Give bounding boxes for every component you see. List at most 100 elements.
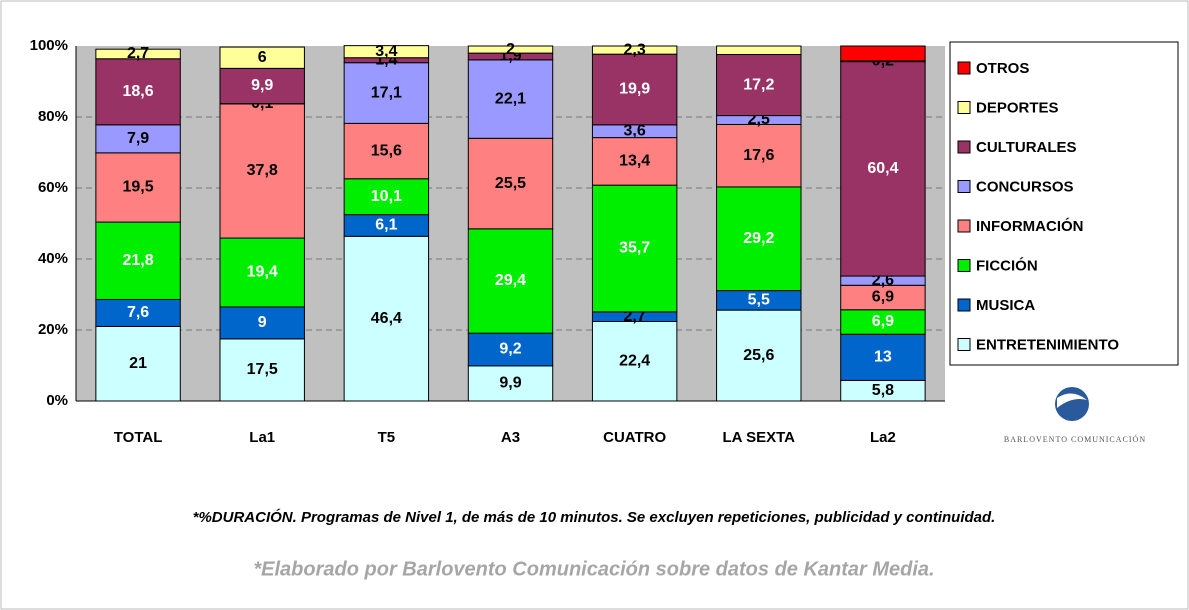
legend-label: ENTRETENIMIENTO <box>976 336 1119 353</box>
legend <box>949 41 1179 366</box>
x-tick-label: TOTAL <box>114 429 163 446</box>
y-tick-label: 80% <box>38 108 68 125</box>
data-label: 18,6 <box>123 83 154 100</box>
legend-label: FICCIÓN <box>976 256 1038 274</box>
y-tick-label: 100% <box>30 37 68 54</box>
bar-segment <box>591 184 678 313</box>
x-tick-label: LA SEXTA <box>723 429 796 446</box>
bar-segment <box>716 309 802 402</box>
logo-swoosh <box>1057 393 1087 408</box>
y-tick-label: 60% <box>38 179 68 196</box>
data-label: 6,9 <box>872 289 894 306</box>
data-label: 9,9 <box>251 77 273 94</box>
bar-segment <box>716 45 802 56</box>
data-label: 3,6 <box>624 122 646 139</box>
bar-segment <box>343 178 430 216</box>
bar-segment <box>840 45 926 62</box>
bar-segment <box>591 320 678 402</box>
legend-swatch <box>957 140 971 154</box>
data-label: 2,7 <box>127 45 149 62</box>
legend-swatch <box>957 298 971 312</box>
logo-text: BARLOVENTO COMUNICACIÓN <box>1004 434 1146 444</box>
data-label: 25,5 <box>495 175 526 192</box>
data-label: 6,1 <box>375 217 397 234</box>
bar-segment <box>95 221 181 300</box>
data-label: 22,1 <box>495 90 526 107</box>
data-label: 13 <box>874 349 892 366</box>
data-label: 17,5 <box>247 361 278 378</box>
bar-segment <box>219 306 305 340</box>
bar-segment <box>467 137 554 230</box>
data-label: 29,2 <box>743 230 774 247</box>
data-label: 35,7 <box>619 240 650 257</box>
data-label: 7,9 <box>127 130 149 147</box>
data-label: 21 <box>129 355 147 372</box>
logo <box>1055 387 1089 421</box>
bar-segment <box>467 332 554 367</box>
data-label: 19,5 <box>123 179 154 196</box>
x-tick-label: La2 <box>870 429 896 446</box>
bar-segment <box>343 45 430 59</box>
legend-label: CULTURALES <box>976 139 1077 156</box>
x-tick-label: A3 <box>501 429 520 446</box>
data-label: 6,9 <box>872 313 894 330</box>
bar-segment <box>591 45 678 55</box>
data-label: 5,8 <box>872 382 894 399</box>
y-tick-label: 0% <box>46 392 68 409</box>
legend-swatch <box>957 338 971 351</box>
data-label: 29,4 <box>495 272 526 289</box>
source-note: *Elaborado por Barlovento Comunicación s… <box>253 558 934 580</box>
data-label: 9 <box>258 314 267 331</box>
bar-segment <box>95 152 181 223</box>
data-label: 19,9 <box>619 81 650 98</box>
data-label: 25,6 <box>743 347 774 364</box>
bar-segment <box>716 186 802 292</box>
bar-segment <box>467 45 554 54</box>
data-label: 10,1 <box>371 188 402 205</box>
bar-segment <box>95 298 181 327</box>
bar-segment <box>95 58 181 126</box>
bar-segment <box>343 122 430 180</box>
data-label: 19,4 <box>247 264 278 281</box>
bar-segment <box>343 235 430 402</box>
legend-swatch <box>957 61 971 75</box>
data-label: 21,8 <box>123 252 154 269</box>
bar-segment <box>840 61 926 277</box>
legend-swatch <box>957 180 971 193</box>
data-label: 37,8 <box>247 162 278 179</box>
legend-label: OTROS <box>976 60 1029 77</box>
x-tick-label: La1 <box>249 429 275 446</box>
bar-segment <box>716 54 802 117</box>
data-label: 2,3 <box>624 41 646 58</box>
data-label: 17,6 <box>743 147 774 164</box>
y-tick-label: 40% <box>38 250 68 267</box>
bar-segment <box>467 228 554 334</box>
legend-label: CONCURSOS <box>976 178 1074 195</box>
data-label: 15,6 <box>371 142 402 159</box>
bar-segment <box>95 124 181 154</box>
bar-segment <box>219 338 305 402</box>
data-label: 7,6 <box>127 304 149 321</box>
legend-label: DEPORTES <box>976 99 1059 116</box>
data-label: 22,4 <box>619 352 650 369</box>
bar-segment <box>95 325 181 402</box>
data-label: 17,2 <box>743 76 774 93</box>
bar-segment <box>95 48 181 60</box>
data-label: 46,4 <box>371 310 402 327</box>
data-label: 9,9 <box>499 375 521 392</box>
bar-segment <box>467 365 554 402</box>
data-label: 6 <box>258 49 267 66</box>
footnote: *%DURACIÓN. Programas de Nivel 1, de más… <box>193 508 996 526</box>
data-label: 13,4 <box>619 153 650 170</box>
data-label: 17,1 <box>371 84 402 101</box>
bar-segment <box>219 46 305 69</box>
x-tick-label: T5 <box>378 429 396 446</box>
x-tick-label: CUATRO <box>603 429 666 446</box>
data-label: 2 <box>506 41 515 58</box>
legend-swatch <box>957 259 971 272</box>
y-tick-label: 20% <box>38 321 68 338</box>
bar-segment <box>219 237 305 308</box>
data-label: 60,4 <box>867 160 898 177</box>
legend-label: INFORMACIÓN <box>976 217 1084 235</box>
